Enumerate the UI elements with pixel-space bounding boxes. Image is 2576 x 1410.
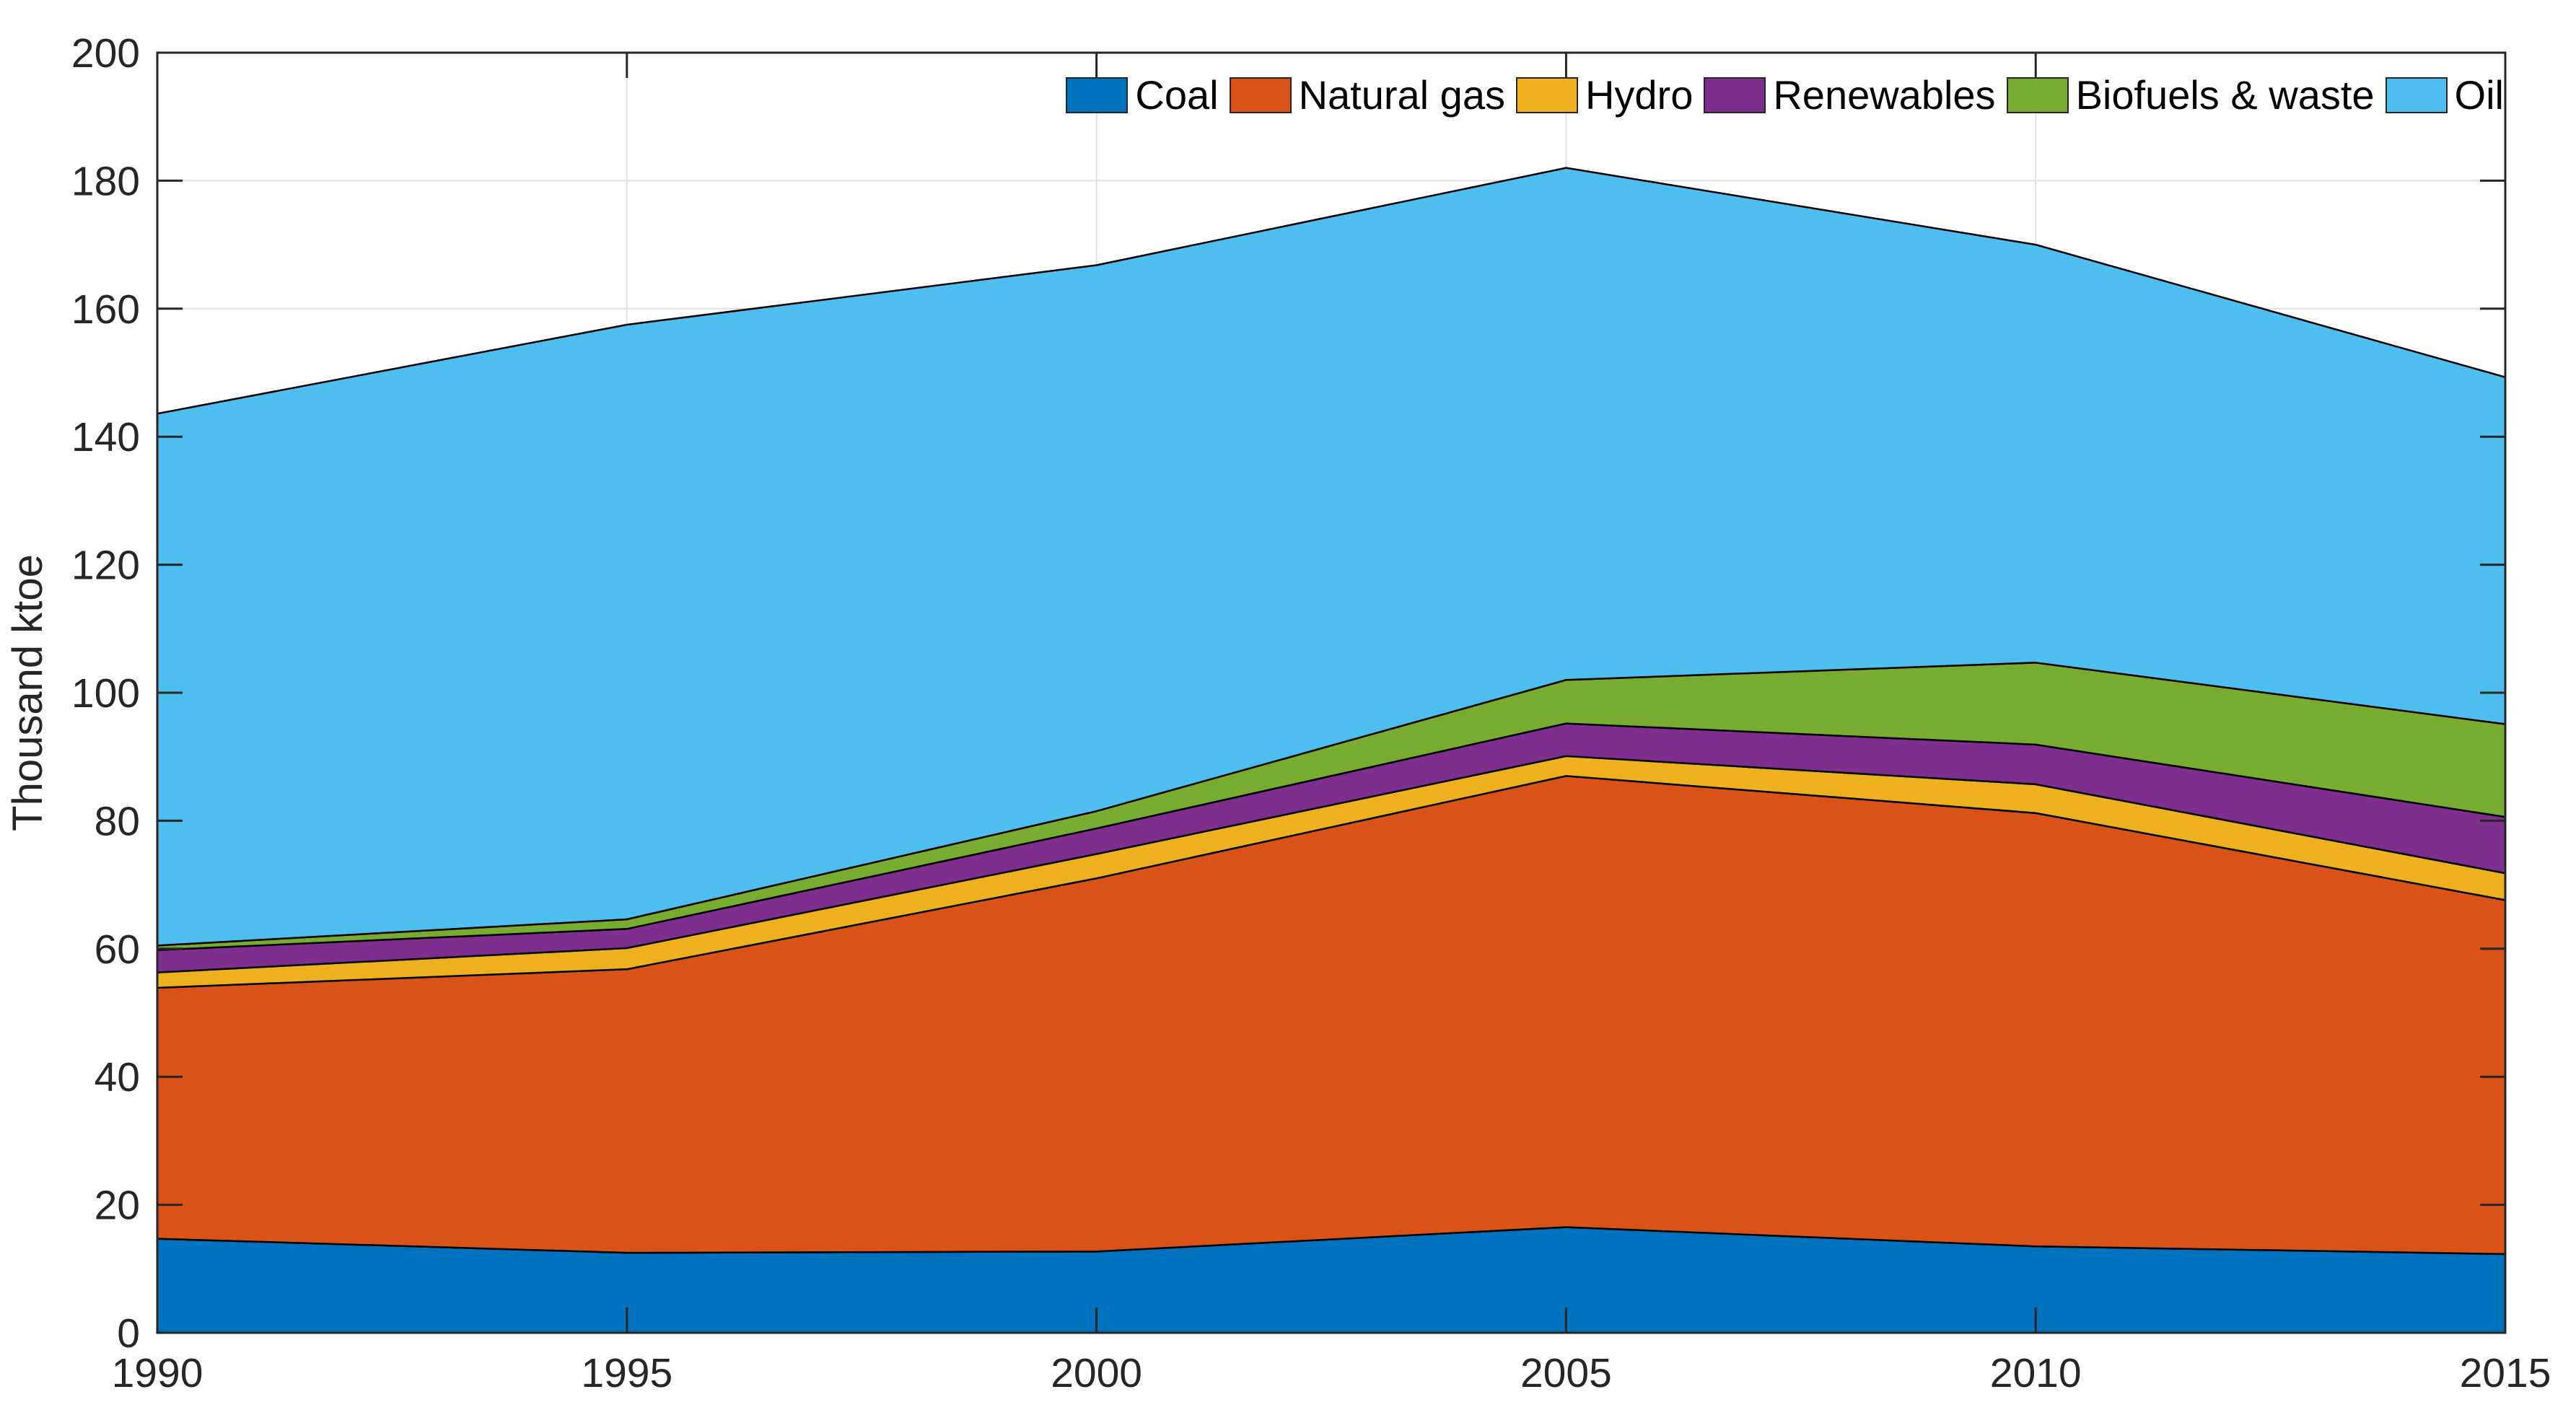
x-tick-label: 2005: [1520, 1350, 1612, 1396]
legend-item-coal: Coal: [1066, 72, 1219, 118]
legend-item-renewables: Renewables: [1704, 72, 1996, 118]
axes-box: [156, 51, 2507, 1334]
legend-item-hydro: Hydro: [1515, 72, 1694, 118]
legend-label-oil: Oil: [2454, 72, 2504, 118]
y-tick-label: 100: [71, 670, 140, 717]
y-tick-label: 0: [117, 1310, 140, 1357]
legend-item-biofuels-waste: Biofuels & waste: [2006, 72, 2375, 118]
y-tick-label: 80: [95, 798, 140, 844]
y-tick-label: 60: [95, 927, 140, 973]
x-tick-label: 2015: [2460, 1350, 2551, 1396]
legend-swatch-hydro: [1515, 77, 1578, 113]
y-axis-label: Thousand ktoe: [4, 554, 51, 831]
legend-label-natural-gas: Natural gas: [1298, 72, 1505, 118]
legend-swatch-oil: [2385, 77, 2448, 113]
x-tick-label: 2010: [1990, 1350, 2082, 1396]
x-tick-label: 1995: [581, 1350, 673, 1396]
legend-swatch-renewables: [1704, 77, 1766, 113]
y-tick-label: 120: [71, 543, 140, 589]
x-tick-label: 2000: [1051, 1350, 1142, 1396]
y-tick-label: 200: [71, 30, 140, 76]
y-tick-label: 180: [71, 158, 140, 204]
y-tick-label: 40: [95, 1054, 140, 1100]
legend-swatch-biofuels-waste: [2006, 77, 2069, 113]
y-tick-label: 140: [71, 414, 140, 460]
legend-label-coal: Coal: [1135, 72, 1219, 118]
legend-label-biofuels-waste: Biofuels & waste: [2075, 72, 2375, 118]
y-tick-label: 20: [95, 1183, 140, 1229]
x-tick-label: 1990: [112, 1350, 203, 1396]
legend: Coal Natural gas Hydro Renewables Biofue…: [1066, 75, 2504, 115]
legend-item-natural-gas: Natural gas: [1229, 72, 1505, 118]
legend-swatch-natural-gas: [1229, 77, 1292, 113]
y-tick-label: 160: [71, 286, 140, 333]
legend-label-renewables: Renewables: [1773, 72, 1996, 118]
legend-item-oil: Oil: [2385, 72, 2504, 118]
legend-swatch-coal: [1066, 77, 1129, 113]
legend-label-hydro: Hydro: [1585, 72, 1694, 118]
